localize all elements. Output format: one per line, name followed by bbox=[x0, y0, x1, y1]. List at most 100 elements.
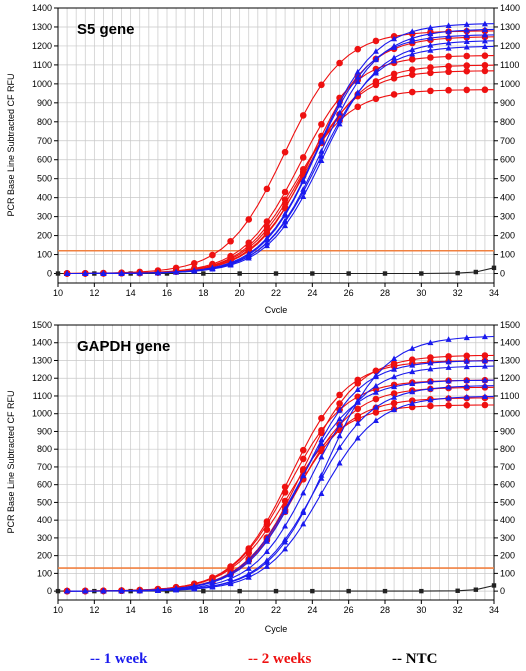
data-point-triangle bbox=[481, 31, 488, 38]
data-point-circle bbox=[445, 68, 452, 76]
data-point-square bbox=[273, 271, 279, 276]
data-point-circle bbox=[354, 376, 362, 384]
data-point-circle bbox=[463, 352, 471, 360]
y-tick-label-right: 100 bbox=[500, 250, 515, 260]
y-tick-label-right: 600 bbox=[500, 155, 515, 165]
data-point-triangle bbox=[82, 270, 89, 276]
data-point-triangle bbox=[300, 193, 307, 200]
data-point-circle bbox=[354, 45, 362, 53]
y-tick-label-left: 200 bbox=[37, 231, 52, 241]
data-point-square bbox=[55, 271, 61, 276]
data-point-triangle bbox=[209, 583, 216, 590]
data-point-circle bbox=[390, 390, 398, 397]
data-point-circle bbox=[408, 66, 416, 74]
data-point-triangle bbox=[282, 505, 289, 512]
x-tick-label: 28 bbox=[380, 605, 390, 615]
data-point-triangle bbox=[227, 570, 234, 576]
data-point-circle bbox=[299, 455, 307, 463]
data-point-triangle bbox=[263, 239, 270, 246]
y-tick-label-right: 200 bbox=[500, 231, 515, 241]
x-tick-label: 22 bbox=[271, 605, 281, 615]
data-point-triangle bbox=[427, 24, 434, 31]
data-point-circle bbox=[463, 401, 471, 409]
x-tick-label: 32 bbox=[453, 288, 463, 298]
data-point-triangle bbox=[336, 444, 343, 450]
data-point-triangle bbox=[409, 35, 416, 41]
data-point-triangle bbox=[372, 48, 379, 54]
y-tick-label-left: 1300 bbox=[32, 355, 52, 365]
y-tick-label-left: 700 bbox=[37, 462, 52, 472]
data-point-triangle bbox=[245, 253, 252, 259]
data-point-triangle bbox=[245, 556, 252, 563]
data-point-triangle bbox=[318, 453, 325, 460]
x-tick-label: 26 bbox=[344, 288, 354, 298]
data-point-triangle bbox=[481, 357, 488, 364]
data-point-triangle bbox=[318, 157, 325, 164]
data-point-triangle bbox=[427, 339, 434, 346]
y-tick-label-right: 1400 bbox=[500, 338, 520, 348]
data-point-triangle bbox=[282, 212, 289, 218]
data-point-triangle bbox=[427, 47, 434, 53]
data-point-circle bbox=[299, 112, 307, 119]
data-point-triangle bbox=[263, 557, 270, 563]
y-tick-label-right: 1300 bbox=[500, 22, 520, 32]
data-point-triangle bbox=[445, 377, 452, 384]
data-point-circle bbox=[481, 86, 489, 94]
data-point-square bbox=[201, 588, 206, 594]
data-point-square bbox=[346, 588, 351, 594]
data-point-triangle bbox=[300, 489, 307, 496]
data-point-triangle bbox=[445, 394, 452, 401]
data-point-triangle bbox=[300, 507, 307, 514]
data-point-circle bbox=[481, 352, 489, 359]
y-tick-label-right: 1100 bbox=[500, 60, 519, 70]
data-point-circle bbox=[445, 62, 452, 70]
data-point-circle bbox=[299, 154, 307, 161]
data-point-square bbox=[164, 588, 170, 594]
data-point-circle bbox=[372, 81, 380, 89]
data-point-triangle bbox=[409, 388, 416, 395]
data-point-triangle bbox=[481, 37, 488, 44]
data-point-triangle bbox=[463, 32, 470, 38]
data-point-triangle bbox=[427, 30, 434, 37]
data-point-circle bbox=[318, 414, 325, 422]
data-point-triangle bbox=[463, 27, 470, 33]
y-tick-label-right: 1500 bbox=[500, 320, 520, 330]
y-tick-label-right: 500 bbox=[500, 497, 515, 507]
data-point-square bbox=[237, 588, 242, 594]
data-point-triangle bbox=[154, 269, 161, 276]
data-point-triangle bbox=[445, 39, 452, 46]
data-point-circle bbox=[281, 148, 289, 156]
data-point-square bbox=[455, 588, 460, 593]
data-point-circle bbox=[372, 367, 380, 375]
data-point-triangle bbox=[427, 396, 434, 403]
y-tick-label-right: 1200 bbox=[500, 41, 520, 51]
y-tick-label-left: 500 bbox=[37, 174, 52, 184]
data-point-triangle bbox=[409, 38, 416, 44]
legend-label-2-weeks: -- 2 weeks bbox=[248, 651, 311, 667]
data-point-triangle bbox=[263, 535, 270, 541]
x-tick-label: 16 bbox=[162, 288, 172, 298]
data-point-triangle bbox=[191, 267, 198, 274]
data-point-triangle bbox=[336, 459, 343, 466]
data-point-triangle bbox=[409, 400, 416, 406]
data-point-circle bbox=[281, 188, 289, 196]
data-point-triangle bbox=[282, 545, 289, 552]
data-point-triangle bbox=[391, 35, 398, 42]
data-point-circle bbox=[299, 166, 307, 173]
data-point-triangle bbox=[481, 377, 488, 383]
data-point-circle bbox=[336, 400, 343, 407]
data-point-circle bbox=[281, 196, 289, 203]
y-tick-label-right: 400 bbox=[500, 515, 515, 525]
data-point-circle bbox=[336, 59, 343, 67]
data-point-triangle bbox=[481, 363, 488, 369]
data-point-triangle bbox=[463, 38, 470, 45]
data-point-triangle bbox=[409, 46, 416, 53]
data-point-circle bbox=[263, 526, 271, 534]
data-point-circle bbox=[245, 216, 253, 223]
data-point-triangle bbox=[154, 587, 161, 593]
data-point-circle bbox=[481, 52, 489, 60]
y-tick-label-left: 800 bbox=[37, 444, 52, 454]
y-tick-label-right: 1400 bbox=[500, 3, 520, 13]
data-point-triangle bbox=[336, 407, 343, 413]
